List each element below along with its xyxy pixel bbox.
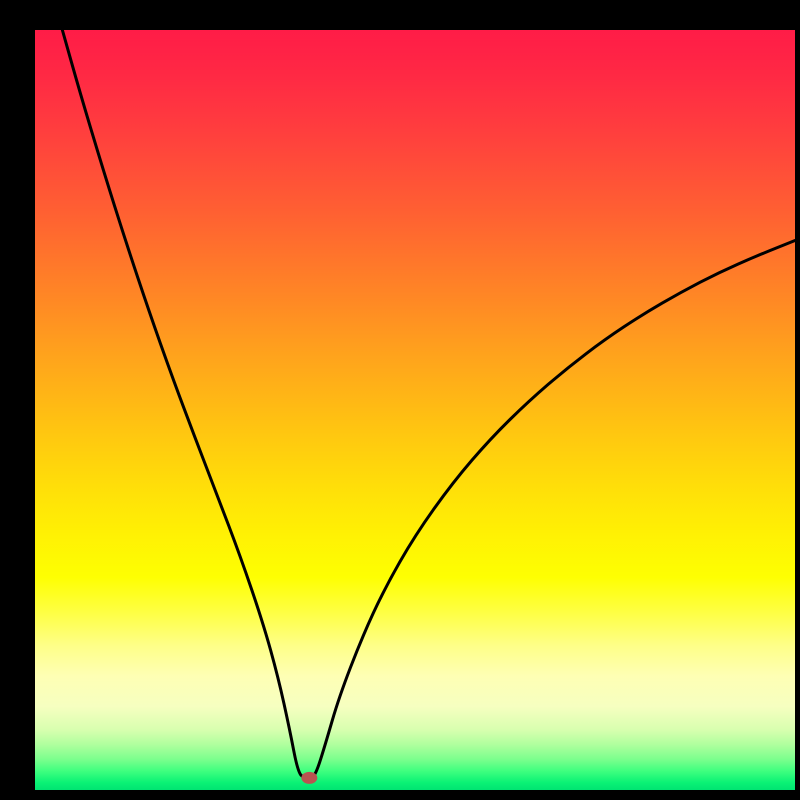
optimal-point-marker [301,772,317,784]
chart-container: TheBottleneck.com [0,0,800,800]
bottleneck-chart [0,0,800,800]
